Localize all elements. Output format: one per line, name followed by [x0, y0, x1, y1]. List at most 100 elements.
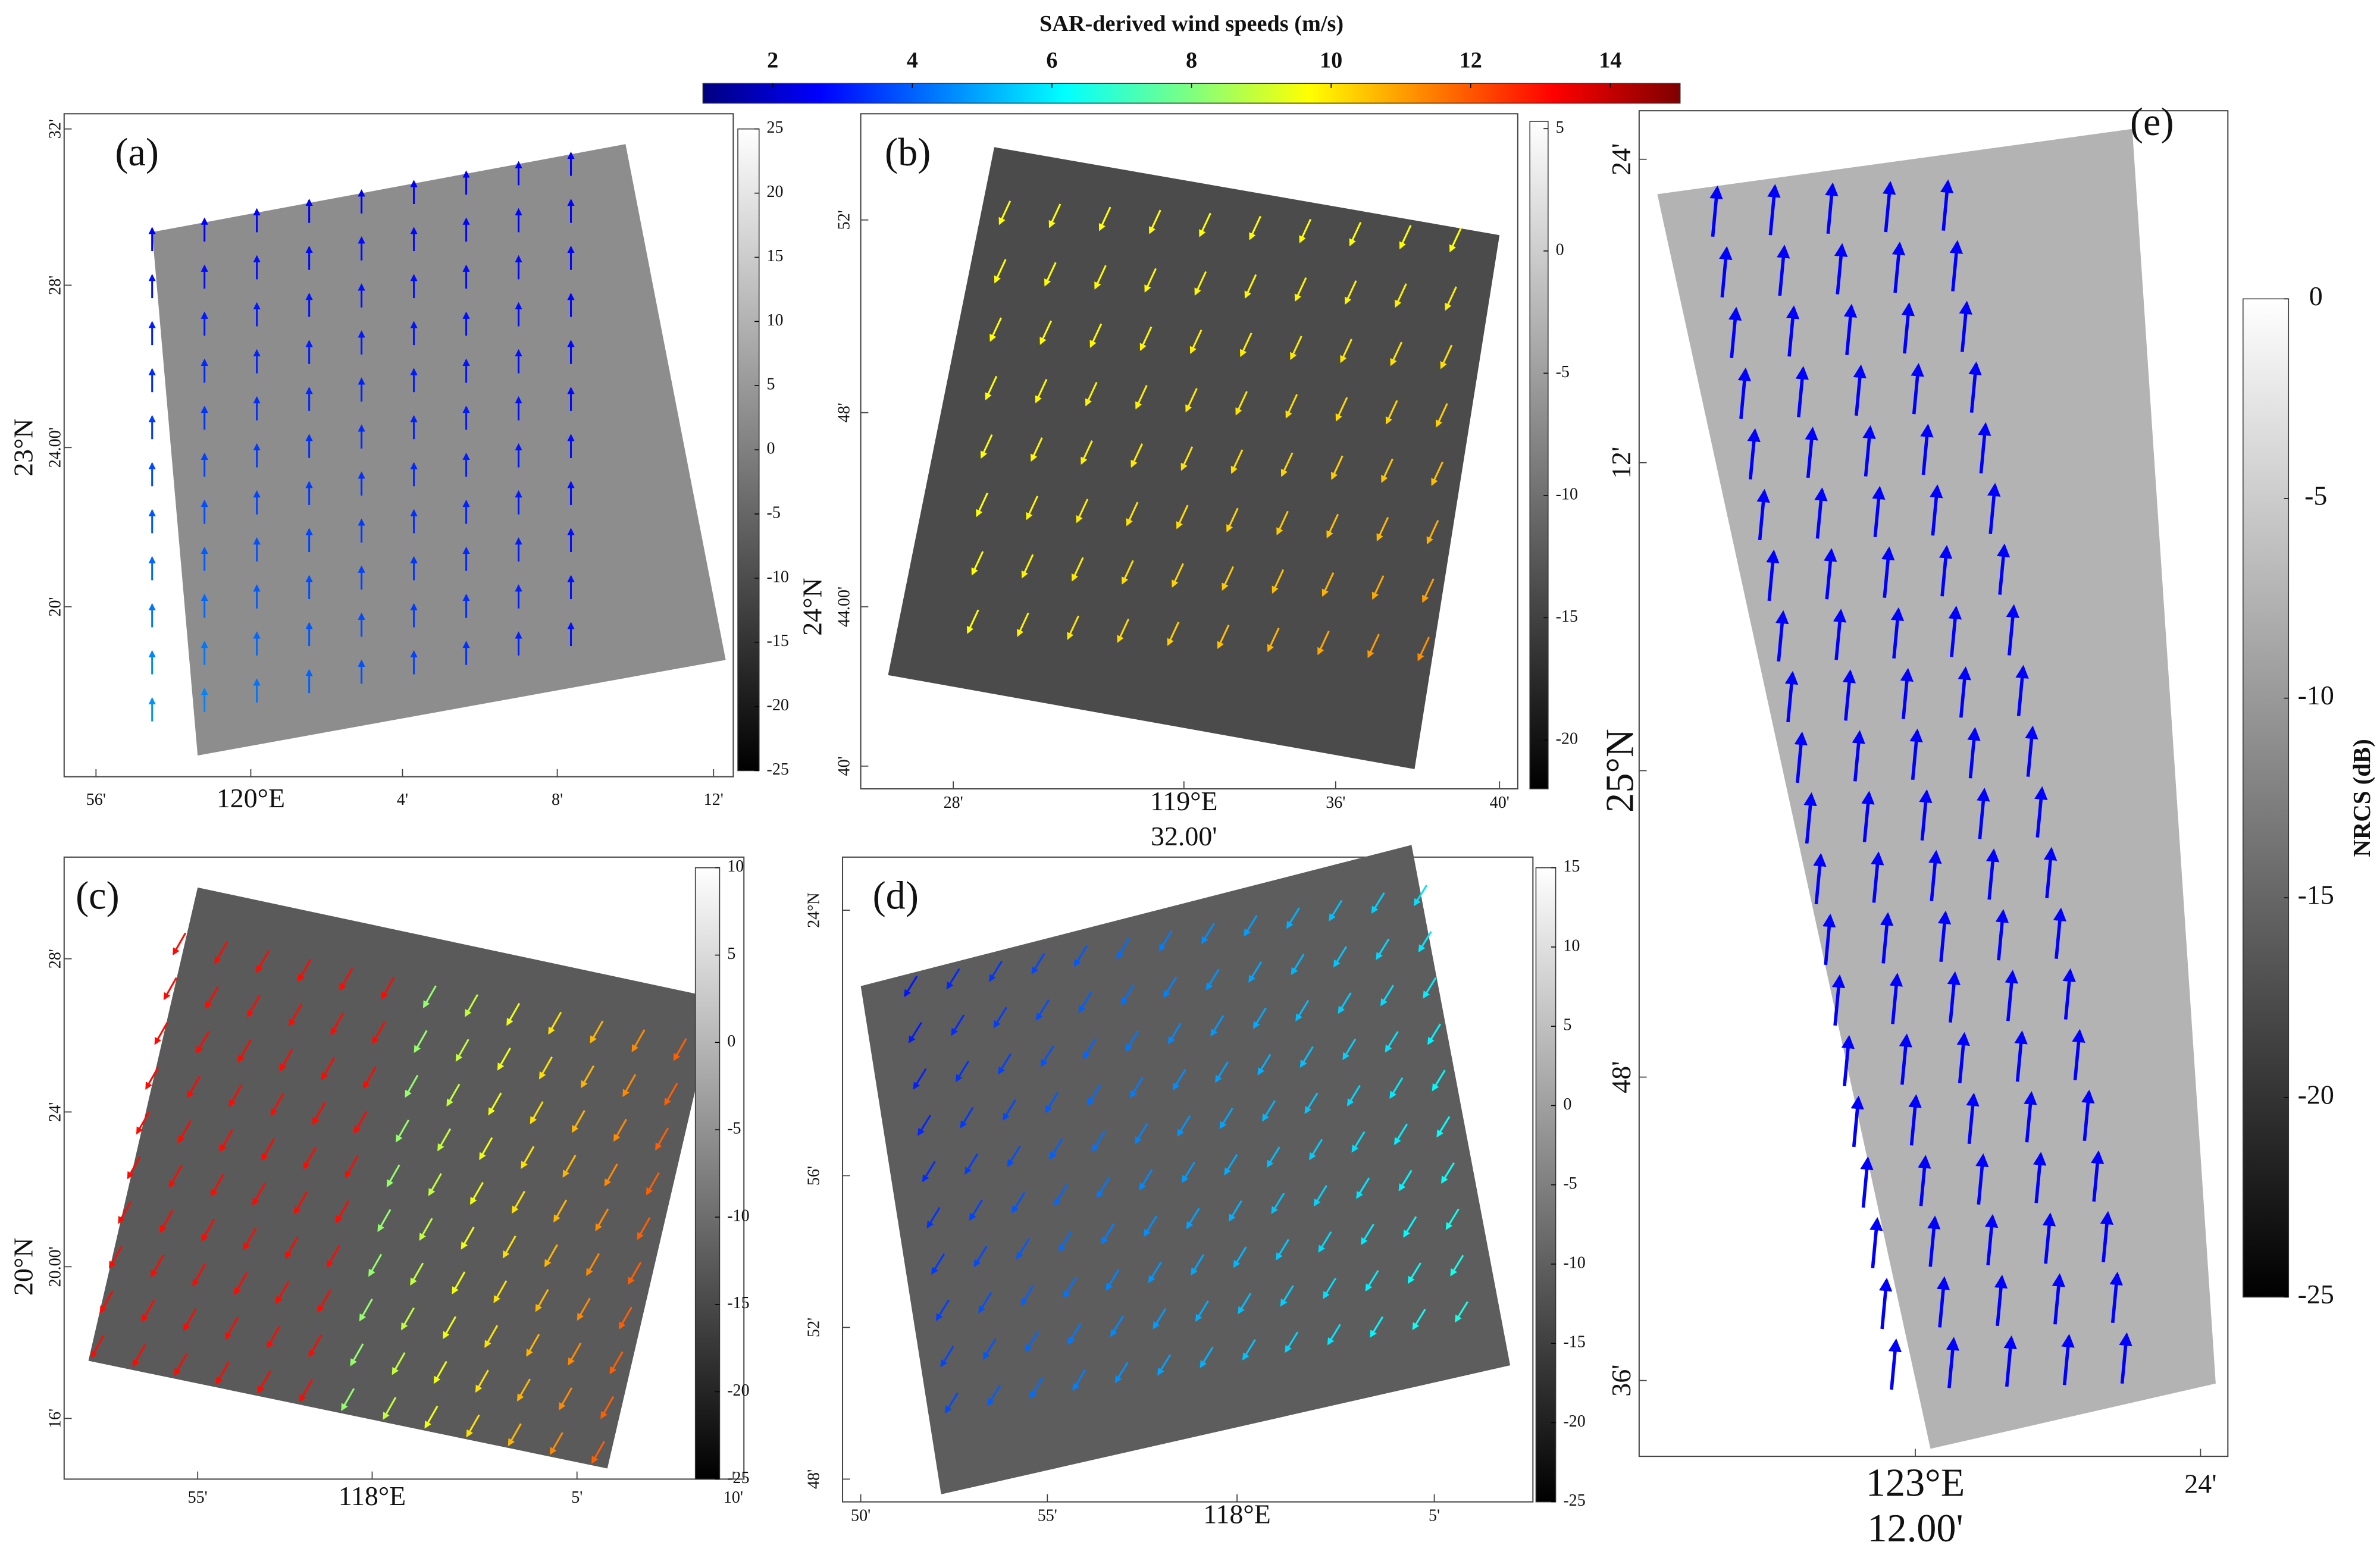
wind-arrow — [549, 1432, 563, 1455]
wind-arrow — [1737, 367, 1752, 419]
y-axis-label: 23°N — [8, 419, 39, 477]
wind-arrow — [1824, 548, 1837, 600]
wind-arrow — [1313, 1185, 1327, 1207]
wind-arrow — [1172, 563, 1184, 588]
wind-arrow — [985, 375, 998, 400]
wind-arrow — [1240, 333, 1252, 358]
panel: (b) 52' 48' 44.00' 40' 24°N 28' 119°E 36' 40' 32.0… — [797, 113, 1578, 851]
colorbar-tick-label: 8 — [1186, 48, 1197, 73]
wind-arrow — [414, 1030, 428, 1054]
wind-arrow — [559, 1387, 573, 1410]
wind-arrow — [1843, 303, 1858, 355]
wind-arrow — [2109, 1271, 2123, 1323]
wind-arrow — [1834, 243, 1848, 294]
x-tick-label: 118°E — [339, 1481, 406, 1511]
wind-arrow — [1071, 557, 1084, 582]
wind-arrow — [1956, 1032, 1970, 1084]
wind-arrow — [497, 1048, 511, 1071]
wind-arrow — [618, 1306, 632, 1330]
wind-arrow — [1450, 1255, 1464, 1277]
wind-arrow — [1007, 1145, 1021, 1167]
y-tick-label: 24' — [46, 1102, 64, 1122]
wind-arrow — [428, 1173, 442, 1196]
wind-arrow — [1351, 1131, 1366, 1153]
colorbar-tick-label: -20 — [2298, 1079, 2334, 1109]
wind-arrow — [530, 1101, 544, 1124]
wind-arrow — [1984, 1214, 1999, 1266]
wind-arrow — [1081, 440, 1093, 465]
y-tick-label: 48' — [805, 1469, 823, 1489]
colorbar-tick-label: -25 — [767, 760, 789, 779]
colorbar-tick-label: 5 — [1556, 118, 1564, 137]
wind-arrow — [345, 1155, 359, 1179]
wind-arrow — [1244, 274, 1257, 299]
panel: (e) 24' 12' 25°N 48' 36' 123°E 24' 12.00' 0 -5 -10 -… — [1599, 101, 2376, 1550]
wind-arrow — [1333, 946, 1347, 968]
wind-arrow — [1323, 1277, 1337, 1299]
wind-arrow — [1130, 1076, 1144, 1098]
wind-arrow — [1229, 1200, 1243, 1222]
wind-arrow — [1381, 458, 1393, 483]
wind-arrow — [1440, 344, 1453, 369]
colorbar-tick-label: 10 — [727, 857, 744, 876]
wind-arrow — [488, 1092, 502, 1115]
wind-arrow — [1946, 1337, 1959, 1388]
wind-arrow — [1436, 1116, 1451, 1138]
wind-arrow — [1215, 1061, 1229, 1083]
wind-arrow — [1747, 428, 1761, 480]
wind-arrow — [1996, 543, 2011, 595]
wind-arrow — [1012, 1192, 1026, 1214]
colorbar-tick-label: 0 — [1563, 1095, 1571, 1114]
wind-arrow — [2024, 1091, 2037, 1143]
colorbar-tick-label: -5 — [1563, 1174, 1577, 1193]
wind-arrow — [998, 200, 1012, 225]
x-tick-label: 4' — [397, 791, 408, 809]
wind-arrow — [1966, 1092, 1980, 1145]
wind-arrow — [1185, 388, 1198, 413]
wind-arrow — [1003, 1099, 1017, 1121]
panel: (a) 32' 28' 24.00' 20' 23°N 56' 120°E 4' 8' 12' 25 2… — [8, 113, 789, 813]
wind-arrow — [1449, 228, 1462, 253]
wind-arrow — [1201, 922, 1216, 945]
wind-arrow — [127, 1156, 141, 1180]
wind-arrow — [1122, 560, 1134, 585]
wind-arrow — [350, 1343, 364, 1366]
wind-arrow — [1911, 363, 1924, 415]
x-tick-label: 36' — [1326, 794, 1345, 812]
wind-arrow — [1063, 1277, 1078, 1299]
wind-arrow — [336, 1200, 350, 1224]
wind-arrow — [1186, 1208, 1200, 1230]
wind-arrow — [2015, 664, 2029, 716]
wind-arrow — [978, 1291, 992, 1314]
wind-arrow — [215, 1362, 230, 1385]
wind-arrow — [577, 1297, 591, 1321]
wind-arrow — [383, 1397, 397, 1420]
wind-arrow — [1728, 306, 1742, 359]
wind-arrow — [405, 1074, 419, 1098]
wind-arrow — [1286, 907, 1300, 929]
wind-arrow — [1029, 1377, 1044, 1399]
wind-arrow — [303, 1146, 317, 1170]
colorbar-tick-label: -15 — [727, 1294, 749, 1312]
nrcs-colorbar — [694, 867, 721, 1480]
wind-arrow — [535, 1289, 549, 1312]
wind-arrow — [1376, 516, 1389, 542]
wind-arrow — [1968, 361, 1982, 413]
wind-arrow — [136, 1111, 150, 1135]
wind-arrow — [464, 994, 479, 1017]
y-axis-label: 24°N — [797, 578, 828, 635]
wind-arrow — [1977, 788, 1990, 839]
wind-arrow — [1869, 1217, 1883, 1269]
y-tick-label: 40' — [835, 756, 854, 776]
colorbar-tick-label: 2 — [767, 48, 778, 73]
wind-arrow — [1199, 212, 1211, 237]
wind-arrow — [1267, 628, 1280, 653]
wind-arrow — [1157, 1354, 1172, 1376]
wind-arrow — [982, 1338, 997, 1360]
x-tick-label: 5' — [571, 1488, 583, 1507]
wind-arrow — [1116, 938, 1130, 960]
colorbar-tick-label: 5 — [727, 945, 735, 963]
colorbar-tick-label: -5 — [767, 503, 781, 522]
wind-arrow — [960, 1106, 974, 1128]
